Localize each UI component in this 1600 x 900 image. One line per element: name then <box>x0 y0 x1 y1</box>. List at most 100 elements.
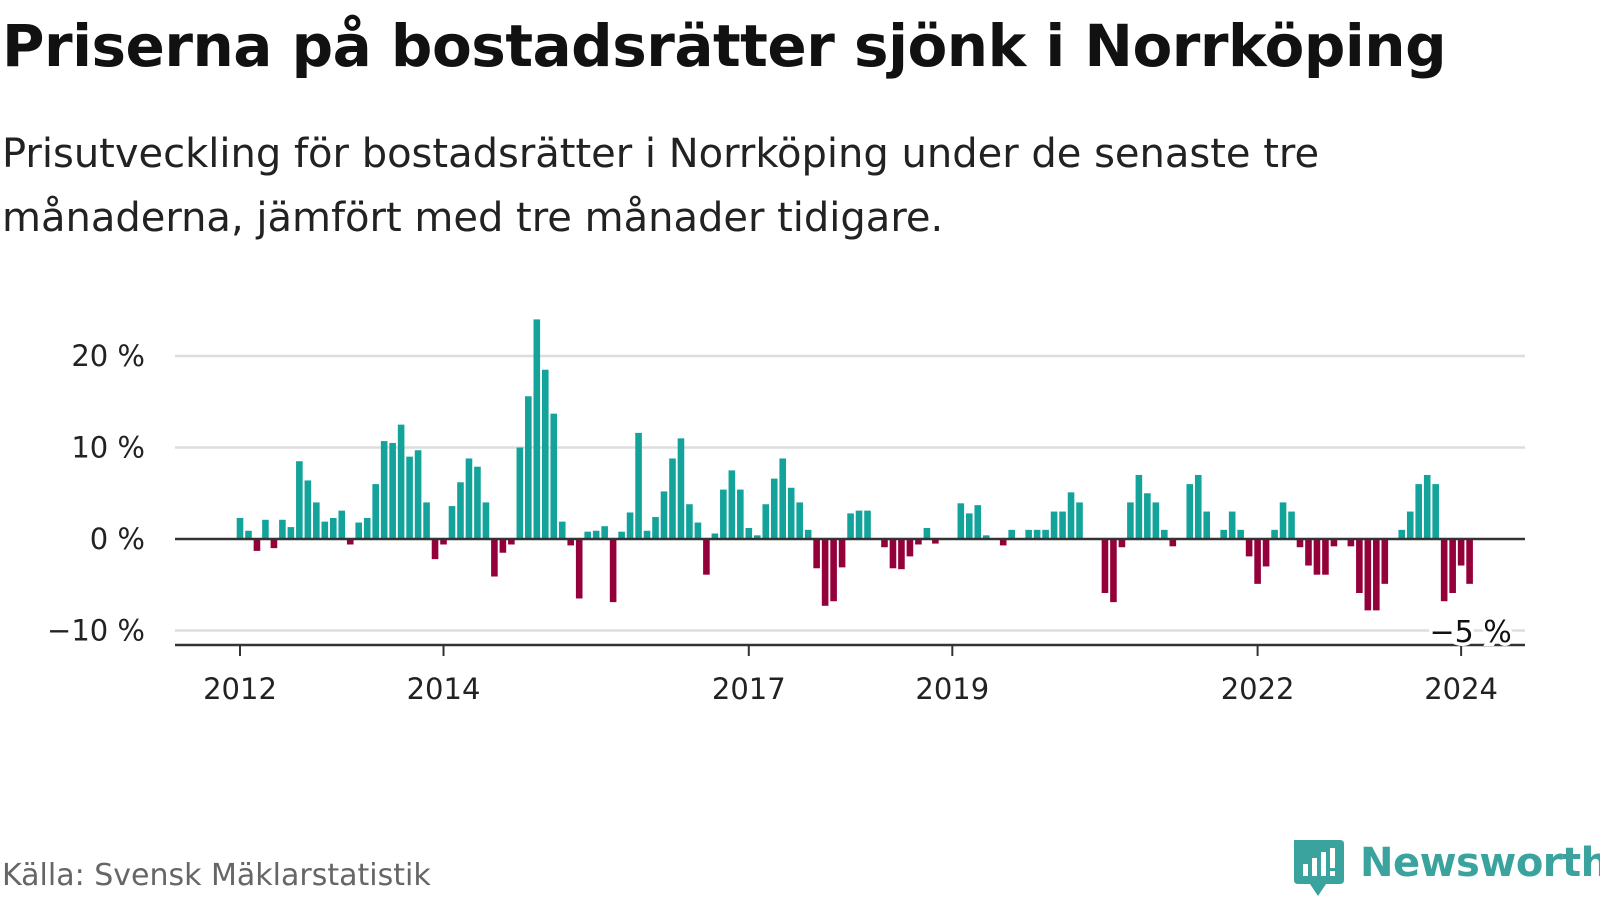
bar <box>474 466 481 539</box>
bar <box>1161 529 1168 539</box>
bar <box>1262 539 1270 567</box>
bar <box>1186 484 1194 539</box>
source-text: Källa: Svensk Mäklarstatistik <box>2 858 431 893</box>
bar <box>1381 539 1389 584</box>
bar <box>1347 539 1355 547</box>
bar <box>1033 529 1041 539</box>
bar <box>1101 539 1109 593</box>
bar <box>287 527 295 539</box>
bar <box>1144 493 1151 539</box>
bar <box>838 539 846 568</box>
bar <box>974 505 982 539</box>
bar <box>1356 539 1363 593</box>
bar <box>711 533 719 539</box>
bar <box>1415 484 1423 539</box>
bar <box>1364 539 1372 611</box>
bar <box>669 458 676 539</box>
bar <box>626 512 634 540</box>
newsworthy-logo-text: Newsworthy <box>1360 840 1600 886</box>
bar <box>499 539 507 553</box>
bar <box>1457 539 1465 566</box>
bar <box>1118 539 1126 548</box>
chart-title: Priserna på bostadsrätter sjönk i Norrkö… <box>2 12 1447 80</box>
bar <box>482 502 490 539</box>
bar <box>1152 502 1160 539</box>
bar <box>677 438 685 539</box>
x-tick-label: 2019 <box>915 672 989 706</box>
bar <box>1237 529 1244 539</box>
y-tick-label: 20 % <box>71 339 145 373</box>
bar <box>889 539 897 569</box>
bar <box>372 484 379 539</box>
bar <box>262 519 269 539</box>
y-tick-labels: −10 % 0 % 10 % 20 % <box>47 339 145 648</box>
bar <box>1076 502 1083 539</box>
bar <box>915 539 922 545</box>
bar <box>762 504 770 539</box>
bar <box>508 539 515 545</box>
bar <box>703 539 710 575</box>
bar <box>660 491 668 539</box>
bar <box>1135 474 1143 539</box>
bar <box>465 458 473 539</box>
bar <box>567 539 575 546</box>
bar <box>321 521 329 540</box>
bar <box>1110 539 1117 603</box>
bar <box>1432 484 1439 539</box>
bar <box>279 519 286 539</box>
last-value-label: −5 % <box>1429 615 1511 650</box>
bar <box>720 489 727 539</box>
bar <box>618 531 625 539</box>
x-tick-label: 2017 <box>712 672 786 706</box>
y-tick-label: 10 % <box>71 431 145 465</box>
bar <box>1440 539 1448 602</box>
bar <box>355 522 363 539</box>
bar <box>440 539 447 545</box>
bar <box>779 458 787 539</box>
bar <box>1042 529 1049 539</box>
bar <box>245 530 252 539</box>
bar <box>1059 511 1066 539</box>
bar <box>965 513 973 539</box>
bar <box>813 539 820 569</box>
bar <box>855 510 863 539</box>
bar <box>923 528 931 539</box>
bar <box>363 517 371 539</box>
bar <box>643 530 651 539</box>
bar <box>1305 539 1312 566</box>
bar <box>1203 511 1211 539</box>
bar <box>686 504 693 539</box>
bar <box>423 502 430 539</box>
bar <box>1373 539 1380 611</box>
bar <box>753 535 761 539</box>
bar <box>1423 474 1431 539</box>
bar <box>575 539 583 599</box>
bar <box>313 502 320 539</box>
axes <box>175 537 1525 656</box>
bar <box>1288 511 1295 539</box>
bar-chart: −10 % 0 % 10 % 20 % 2012 2014 2017 2019 2022 202… <box>47 319 1525 706</box>
y-tick-label: −10 % <box>47 614 145 648</box>
bar <box>745 528 753 539</box>
bar <box>694 522 702 539</box>
newsworthy-logo-icon <box>1294 840 1344 896</box>
bar <box>389 442 396 540</box>
bar <box>898 539 905 570</box>
bar <box>847 513 854 539</box>
bar <box>550 413 558 539</box>
bar <box>1245 539 1253 557</box>
bar <box>304 480 312 539</box>
bar <box>1330 539 1338 547</box>
bar <box>1279 502 1287 539</box>
bar <box>1254 539 1261 584</box>
bar <box>270 539 278 549</box>
bar <box>397 424 405 540</box>
x-tick-labels: 2012 2014 2017 2019 2022 2024 <box>203 672 1498 706</box>
bar <box>982 535 990 539</box>
x-tick-label: 2024 <box>1424 672 1498 706</box>
bar <box>609 539 617 603</box>
bar <box>1067 492 1075 539</box>
bar <box>1008 529 1015 539</box>
x-tick-label: 2014 <box>407 672 481 706</box>
bar <box>1050 511 1058 539</box>
